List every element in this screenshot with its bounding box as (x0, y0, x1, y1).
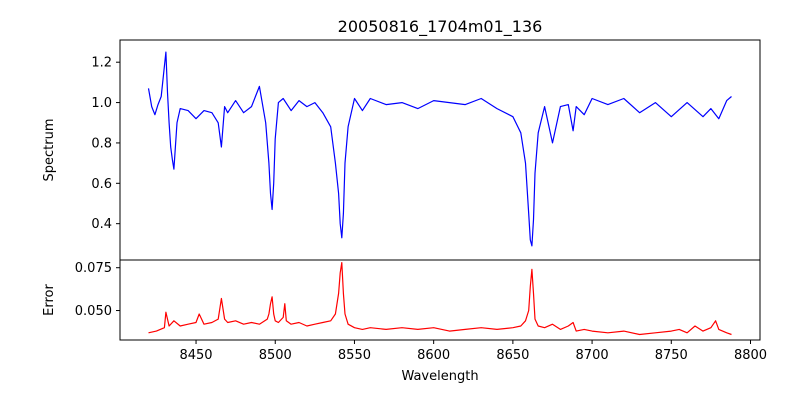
y-tick-label: 0.6 (91, 177, 112, 192)
y-tick-label: 0.050 (75, 304, 112, 319)
x-tick-label: 8600 (417, 348, 450, 363)
x-tick-label: 8550 (338, 348, 371, 363)
x-tick-label: 8700 (576, 348, 609, 363)
chart-title: 20050816_1704m01_136 (338, 17, 543, 37)
spectrum-y-axis-label: Spectrum (42, 119, 57, 182)
error-panel: 0.050 0.075 8450 8500 8550 8600 8650 8700 8750 8… (42, 259, 767, 384)
error-plot-frame (119, 259, 761, 341)
x-tick-label: 8500 (259, 348, 292, 363)
x-tick-label: 8750 (655, 348, 688, 363)
y-tick-label: 1.2 (91, 56, 112, 71)
x-tick-label: 8650 (496, 348, 529, 363)
x-axis-label: Wavelength (401, 369, 478, 384)
x-tick-label: 8450 (179, 348, 212, 363)
y-tick-label: 0.4 (91, 217, 112, 232)
error-y-axis-label: Error (42, 284, 57, 316)
y-tick-label: 1.0 (91, 96, 112, 111)
spectrum-panel: 0.4 0.6 0.8 1.0 1.2 Spectrum (42, 39, 761, 261)
spectrum-line (147, 51, 732, 247)
y-tick-label: 0.075 (75, 261, 112, 276)
spectrum-plot-frame (119, 39, 761, 261)
error-line (148, 262, 732, 336)
y-tick-label: 0.8 (91, 136, 112, 151)
x-tick-label: 8800 (734, 348, 767, 363)
